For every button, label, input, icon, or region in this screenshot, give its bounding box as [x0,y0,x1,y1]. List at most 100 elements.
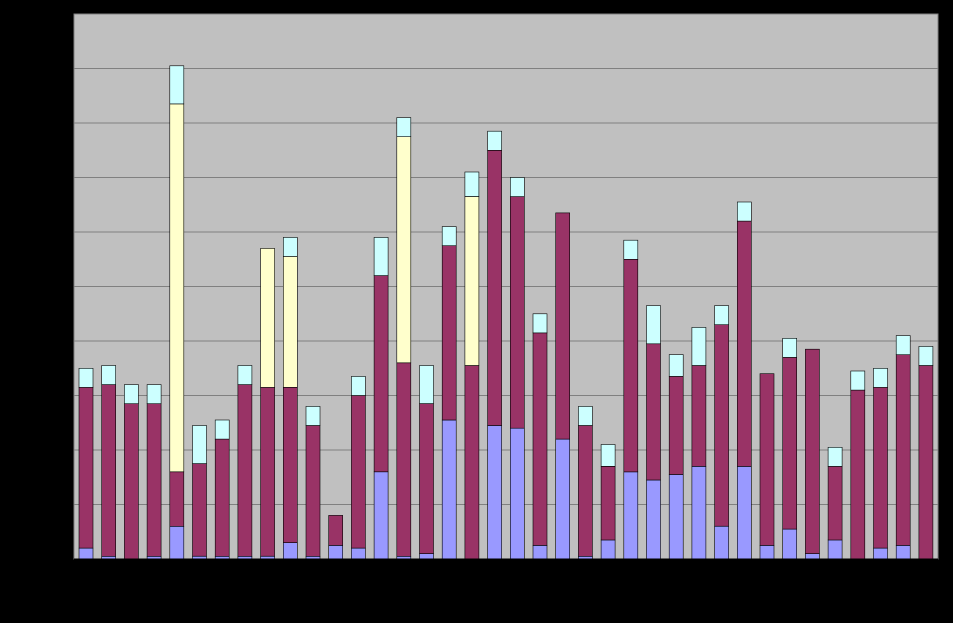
bar-segment-series-2-bar-37 [895,354,911,546]
bar-segment-series-4-bar-14 [373,237,389,276]
bar-segment-series-2-bar-22 [555,212,571,440]
bar-segment-series-1-bar-19 [487,425,502,560]
bar-segment-series-2-bar-7 [214,438,230,557]
bar-segment-series-2-bar-28 [691,365,707,467]
bar-segment-series-4-bar-16 [419,365,434,404]
bar-segment-series-4-bar-3 [124,384,139,405]
bar-segment-series-1-bar-34 [827,539,843,560]
bar-segment-series-4-bar-2 [101,365,116,385]
bar-segment-series-4-bar-19 [487,130,502,151]
bar-segment-series-1-bar-24 [600,539,616,560]
bar-segment-series-2-bar-32 [782,357,798,530]
bar-segment-series-3-bar-5 [169,103,185,473]
bar-segment-series-1-bar-20 [509,427,525,560]
bar-segment-series-1-bar-1 [78,547,94,560]
bar-segment-series-2-bar-9 [260,386,275,557]
bar-segment-series-2-bar-6 [192,463,207,557]
bar-segment-series-1-bar-31 [759,545,775,560]
bar-segment-series-2-bar-26 [646,343,661,481]
bar-segment-series-3-bar-10 [282,256,298,388]
bar-segment-series-4-bar-24 [600,444,616,467]
bar-segment-series-4-bar-25 [623,239,639,260]
bar-segment-series-1-bar-29 [714,525,729,560]
bar-segment-series-4-bar-23 [578,406,593,426]
bar-segment-series-2-bar-20 [509,196,525,429]
bar-segment-series-4-bar-21 [532,313,548,334]
bar-segment-series-4-bar-7 [214,419,230,440]
bar-segment-series-2-bar-16 [419,403,434,554]
bar-segment-series-2-bar-25 [623,258,639,473]
bar-segment-series-1-bar-21 [532,545,548,560]
bar-segment-series-2-bar-19 [487,150,502,426]
bar-segment-series-4-bar-5 [169,65,185,105]
bar-segment-series-4-bar-20 [509,177,525,197]
bar-segment-series-2-bar-14 [373,275,389,473]
bar-segment-series-4-bar-37 [895,335,911,356]
bar-segment-series-4-bar-38 [918,346,934,366]
bar-segment-series-2-bar-11 [305,425,321,557]
bar-segment-series-2-bar-21 [532,332,548,546]
bar-segment-series-4-bar-10 [282,237,298,257]
bar-segment-series-1-bar-17 [441,419,457,560]
bar-segment-series-4-bar-27 [668,354,684,377]
bar-segment-series-2-bar-8 [237,384,253,557]
bar-segment-series-4-bar-15 [396,117,412,137]
bar-segment-series-4-bar-28 [691,327,707,366]
bar-segment-series-2-bar-27 [668,376,684,475]
bar-segment-series-3-bar-15 [396,136,412,364]
bar-segment-series-4-bar-17 [441,226,457,247]
bar-segment-series-2-bar-3 [124,403,139,560]
bar-segment-series-2-bar-34 [827,466,843,541]
bar-segment-series-1-bar-22 [555,438,571,560]
bar-segment-series-1-bar-33 [805,553,820,560]
bar-segment-series-4-bar-30 [736,201,752,222]
bar-segment-series-3-bar-9 [260,248,275,388]
bar-segment-series-1-bar-32 [782,528,798,560]
bar-segment-series-4-bar-13 [351,376,366,396]
bar-segment-series-4-bar-18 [464,171,480,197]
bar-segment-series-2-bar-10 [282,386,298,543]
bar-segment-series-2-bar-4 [146,403,162,557]
bar-segment-series-2-bar-17 [441,245,457,421]
bar-segment-series-1-bar-5 [169,525,185,560]
bar-segment-series-1-bar-10 [282,542,298,560]
bar-segment-series-2-bar-13 [351,395,366,549]
bar-segment-series-1-bar-30 [736,466,752,560]
bar-segment-series-1-bar-13 [351,547,366,560]
bar-segment-series-4-bar-8 [237,365,253,385]
bar-segment-series-4-bar-1 [78,367,94,388]
bar-segment-series-4-bar-32 [782,337,798,358]
bar-segment-series-2-bar-35 [850,389,866,560]
bar-segment-series-2-bar-31 [759,373,775,546]
bar-segment-series-4-bar-6 [192,425,207,464]
bar-segment-series-2-bar-36 [873,386,888,549]
bar-segment-series-4-bar-36 [873,367,888,388]
bar-segment-series-1-bar-14 [373,471,389,560]
bar-segment-series-2-bar-29 [714,324,729,527]
bar-segment-series-2-bar-2 [101,384,116,557]
bar-segment-series-2-bar-38 [918,365,934,560]
bar-segment-series-1-bar-16 [419,553,434,560]
bars [78,65,934,560]
bar-segment-series-2-bar-12 [328,515,344,546]
bar-segment-series-1-bar-36 [873,547,888,560]
bar-segment-series-2-bar-18 [464,365,480,560]
bar-segment-series-4-bar-4 [146,384,162,405]
bar-segment-series-3-bar-18 [464,196,480,366]
bar-segment-series-1-bar-25 [623,471,639,560]
bar-segment-series-2-bar-24 [600,466,616,541]
bar-segment-series-4-bar-29 [714,305,729,326]
bar-segment-series-4-bar-35 [850,370,866,391]
bar-segment-series-1-bar-26 [646,479,661,560]
bar-segment-series-4-bar-26 [646,305,661,345]
bar-segment-series-2-bar-15 [396,362,412,557]
bar-segment-series-1-bar-28 [691,466,707,560]
bar-segment-series-2-bar-5 [169,471,185,527]
bar-segment-series-2-bar-23 [578,425,593,557]
bar-segment-series-4-bar-11 [305,406,321,426]
bar-segment-series-1-bar-37 [895,545,911,560]
bar-segment-series-2-bar-33 [805,348,820,554]
bar-segment-series-4-bar-34 [827,446,843,467]
